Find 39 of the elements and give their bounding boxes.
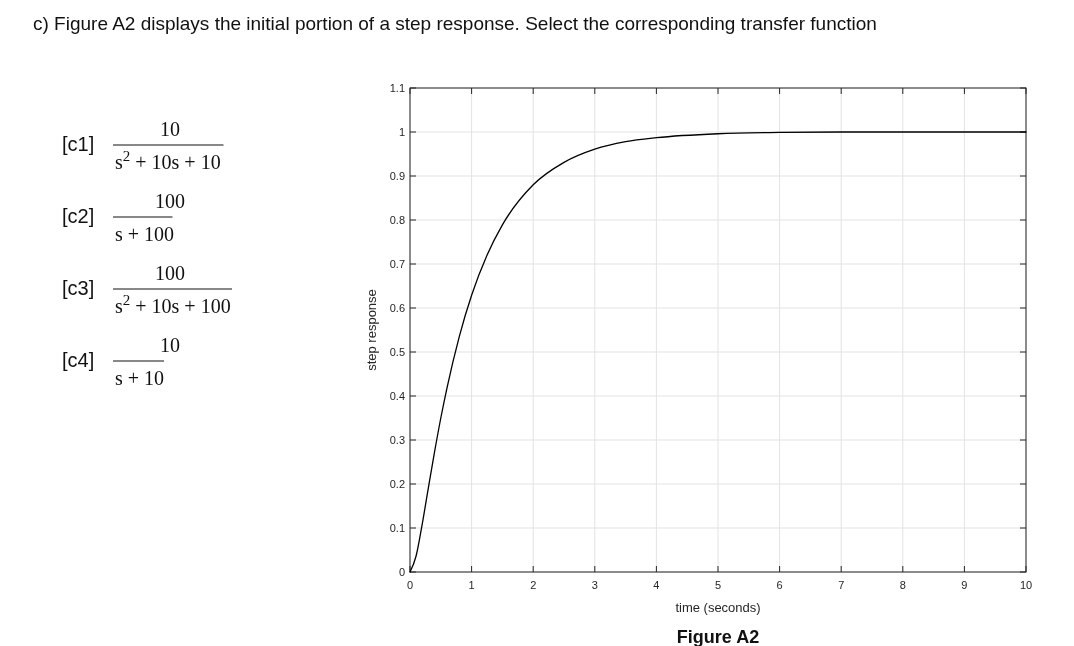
- text: Figure A2: [676, 627, 760, 646]
- x-tick-label: 3: [591, 579, 598, 591]
- x-tick-label: 0: [406, 579, 414, 591]
- x-tick-label: 2: [530, 579, 537, 591]
- y-tick-label: 0: [398, 566, 405, 578]
- y-tick-label: 0.4: [389, 390, 405, 402]
- x-tick-label: 5: [714, 579, 722, 591]
- text: s + 10: [115, 367, 165, 389]
- text: c) Figure A2 displays the initial portion of a step response. Select the corresponding transfer function: [33, 12, 878, 36]
- text: [c3]: [62, 277, 95, 299]
- y-tick-label: 0.7: [389, 258, 405, 270]
- y-tick-label: 0.6: [389, 302, 405, 314]
- x-tick-label: 1: [468, 579, 475, 591]
- y-tick-label: 0.8: [389, 214, 405, 226]
- x-tick-label: 6: [776, 579, 783, 591]
- x-axis-title: time (seconds): [675, 600, 761, 615]
- y-tick-label: 0.9: [389, 170, 405, 182]
- x-tick-label: 4: [653, 579, 660, 591]
- text: s$^{2}$ + 10s + 100: [115, 292, 231, 317]
- y-tick-label: 0.3: [389, 434, 405, 446]
- x-tick-label: 10: [1019, 579, 1033, 591]
- text: s + 100: [115, 223, 175, 245]
- x-tick-label: 8: [899, 579, 906, 591]
- text: [c4]: [62, 349, 95, 371]
- y-tick-label: 1.1: [389, 82, 405, 94]
- text: [c1]: [62, 133, 95, 155]
- x-tick-label: 9: [961, 579, 968, 591]
- text: 10: [160, 118, 180, 140]
- y-tick-label: 0.5: [389, 346, 405, 358]
- y-axis-title: step response: [364, 289, 379, 371]
- text: 10: [160, 334, 180, 356]
- y-tick-label: 0.1: [389, 522, 405, 534]
- text: 100: [155, 262, 185, 284]
- y-tick-label: 1: [398, 126, 405, 138]
- y-tick-label: 0.2: [389, 478, 405, 490]
- text: 100: [155, 190, 185, 212]
- text: [c2]: [62, 205, 95, 227]
- text: s$^{2}$ + 10s + 10: [115, 148, 221, 173]
- x-tick-label: 7: [838, 579, 845, 591]
